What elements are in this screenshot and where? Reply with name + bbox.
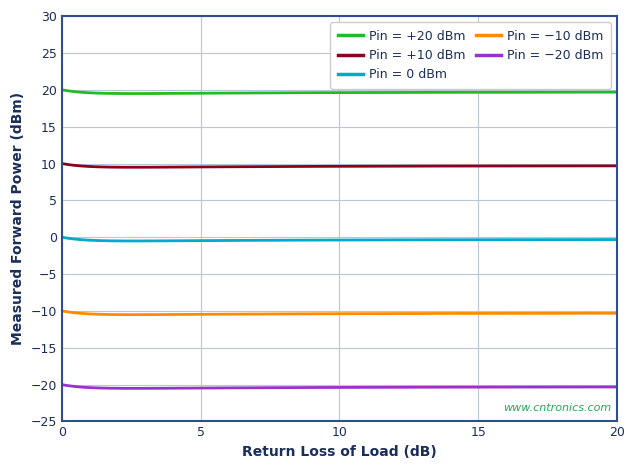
Pin = −10 dBm [501, 311, 509, 316]
Text: www.cntronics.com: www.cntronics.com [503, 403, 611, 414]
Pin = +20 dBm [439, 89, 447, 95]
Pin = 0 dBm [492, 237, 499, 243]
Pin = −20 dBm [439, 384, 447, 390]
Pin = +10 dBm [58, 161, 66, 166]
Pin = 0 dBm [501, 237, 509, 243]
Pin = −10 dBm [114, 312, 122, 317]
Legend: Pin = +20 dBm, Pin = +10 dBm, Pin = 0 dBm, Pin = −10 dBm, Pin = −20 dBm: Pin = +20 dBm, Pin = +10 dBm, Pin = 0 dB… [330, 23, 611, 89]
Pin = −10 dBm [283, 311, 291, 317]
Pin = 0 dBm [303, 237, 311, 243]
Line: Pin = −20 dBm: Pin = −20 dBm [62, 384, 617, 388]
Pin = 0 dBm [129, 238, 137, 244]
Line: Pin = +10 dBm: Pin = +10 dBm [62, 164, 617, 167]
Pin = +10 dBm [501, 163, 509, 169]
Pin = +20 dBm [58, 87, 66, 93]
Pin = −20 dBm [501, 384, 509, 390]
Pin = +10 dBm [492, 163, 499, 169]
Pin = −20 dBm [58, 382, 66, 387]
Pin = +20 dBm [501, 89, 509, 95]
Pin = −10 dBm [58, 308, 66, 314]
Pin = +10 dBm [439, 163, 447, 169]
Pin = −10 dBm [129, 312, 137, 318]
Pin = −10 dBm [303, 311, 311, 317]
Line: Pin = 0 dBm: Pin = 0 dBm [62, 237, 617, 241]
Pin = +20 dBm [492, 89, 499, 95]
Line: Pin = +20 dBm: Pin = +20 dBm [62, 90, 617, 94]
Pin = +10 dBm [303, 164, 311, 169]
Pin = −10 dBm [492, 311, 499, 316]
Pin = −20 dBm [114, 385, 122, 391]
Pin = −20 dBm [492, 384, 499, 390]
Pin = +10 dBm [613, 163, 621, 169]
Pin = +20 dBm [303, 90, 311, 95]
Line: Pin = −10 dBm: Pin = −10 dBm [62, 311, 617, 315]
Pin = 0 dBm [58, 235, 66, 240]
Pin = −20 dBm [129, 385, 137, 391]
Pin = +20 dBm [613, 89, 621, 95]
X-axis label: Return Loss of Load (dB): Return Loss of Load (dB) [242, 445, 437, 459]
Pin = +10 dBm [129, 164, 137, 170]
Pin = 0 dBm [613, 237, 621, 243]
Pin = −20 dBm [613, 384, 621, 390]
Pin = −20 dBm [283, 385, 291, 391]
Pin = +10 dBm [283, 164, 291, 169]
Pin = 0 dBm [439, 237, 447, 243]
Pin = 0 dBm [283, 237, 291, 243]
Pin = +20 dBm [129, 91, 137, 96]
Y-axis label: Measured Forward Power (dBm): Measured Forward Power (dBm) [11, 92, 25, 345]
Pin = 0 dBm [114, 238, 122, 244]
Pin = −10 dBm [613, 311, 621, 316]
Pin = +20 dBm [114, 91, 122, 96]
Pin = +10 dBm [114, 164, 122, 170]
Pin = +20 dBm [283, 90, 291, 95]
Pin = −10 dBm [439, 311, 447, 316]
Pin = −20 dBm [303, 385, 311, 391]
